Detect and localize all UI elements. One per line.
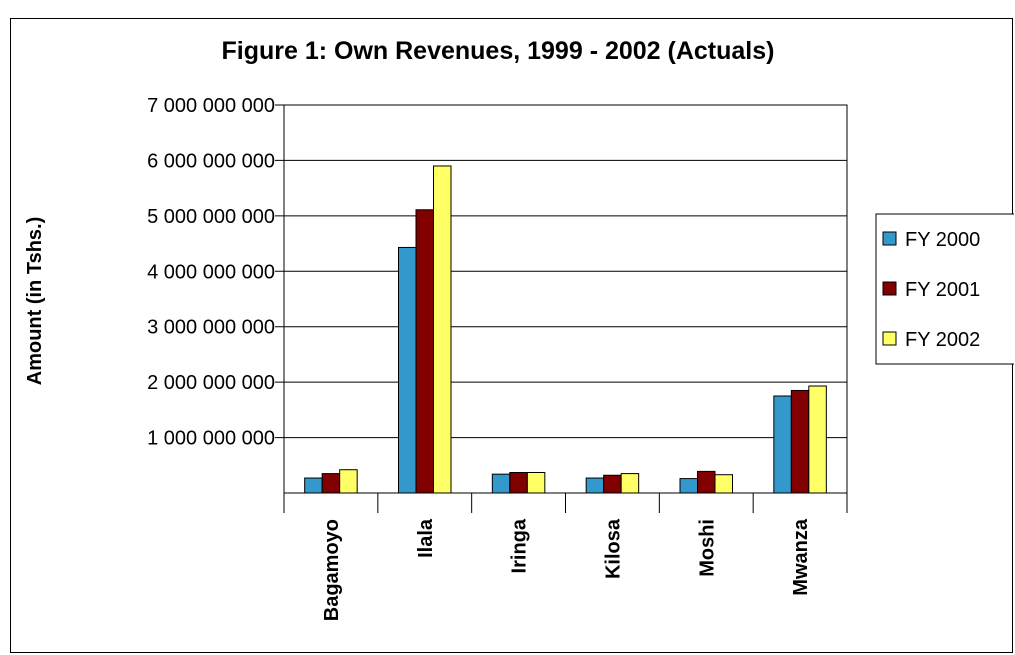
- chart-title: Figure 1: Own Revenues, 1999 - 2002 (Act…: [222, 37, 775, 65]
- bar: [714, 474, 733, 494]
- x-category-label: Bagamoyo: [321, 519, 343, 621]
- bars: [304, 165, 827, 494]
- gridlines: [275, 104, 847, 439]
- chart-frame: Figure 1: Own Revenues, 1999 - 2002 (Act…: [10, 18, 1014, 653]
- legend-label: FY 2000: [905, 229, 980, 251]
- legend-label: FY 2002: [905, 329, 980, 351]
- bar: [679, 478, 698, 494]
- bar: [526, 471, 546, 494]
- bar: [808, 385, 827, 494]
- legend: FY 2000 FY 2001 FY 2002: [875, 213, 1014, 365]
- bar: [603, 474, 622, 494]
- x-axis: Bagamoyo Ilala Iringa Kilosa Moshi Mwanza: [283, 493, 848, 621]
- y-tick-labels: 1 000 000 000 2 000 000 000 3 000 000 000 4…: [147, 95, 275, 450]
- bar: [773, 395, 792, 494]
- x-category-label: Iringa: [509, 518, 531, 573]
- y-tick-label: 5 000 000 000: [147, 206, 275, 228]
- legend-swatch: [882, 231, 897, 246]
- legend-swatch: [882, 281, 897, 296]
- y-tick-label: 4 000 000 000: [147, 261, 275, 283]
- bar: [398, 246, 417, 494]
- y-tick-label: 1 000 000 000: [147, 428, 275, 450]
- bar: [304, 477, 323, 494]
- x-category-label: Moshi: [696, 519, 718, 577]
- bar: [585, 477, 605, 494]
- x-category-label: Mwanza: [790, 518, 812, 596]
- bar: [620, 473, 640, 494]
- y-axis-label: Amount (in Tshs.): [24, 217, 46, 386]
- legend-label: FY 2001: [905, 279, 980, 301]
- bar: [697, 470, 716, 494]
- bar: [790, 389, 810, 494]
- y-tick-label: 7 000 000 000: [147, 95, 275, 117]
- legend-box: [875, 213, 1014, 365]
- x-category-label: Kilosa: [602, 518, 624, 579]
- x-category-label: Ilala: [415, 518, 437, 558]
- bar: [509, 471, 528, 494]
- bar: [491, 473, 511, 494]
- bar: [415, 209, 434, 494]
- revenue-chart: Figure 1: Own Revenues, 1999 - 2002 (Act…: [24, 37, 1014, 621]
- legend-swatch: [882, 331, 897, 346]
- bar: [321, 473, 341, 494]
- bar: [339, 469, 358, 494]
- bar: [433, 165, 452, 494]
- plot-area: [283, 104, 848, 494]
- y-tick-label: 2 000 000 000: [147, 372, 275, 394]
- y-tick-label: 3 000 000 000: [147, 317, 275, 339]
- y-tick-label: 6 000 000 000: [147, 150, 275, 172]
